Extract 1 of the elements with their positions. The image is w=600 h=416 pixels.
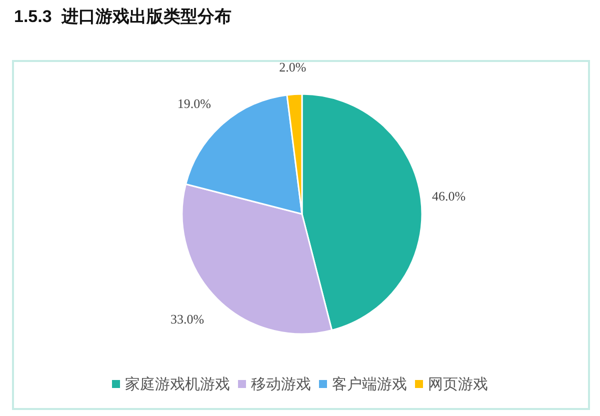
- title: 1.5.3 进口游戏出版类型分布: [14, 7, 232, 26]
